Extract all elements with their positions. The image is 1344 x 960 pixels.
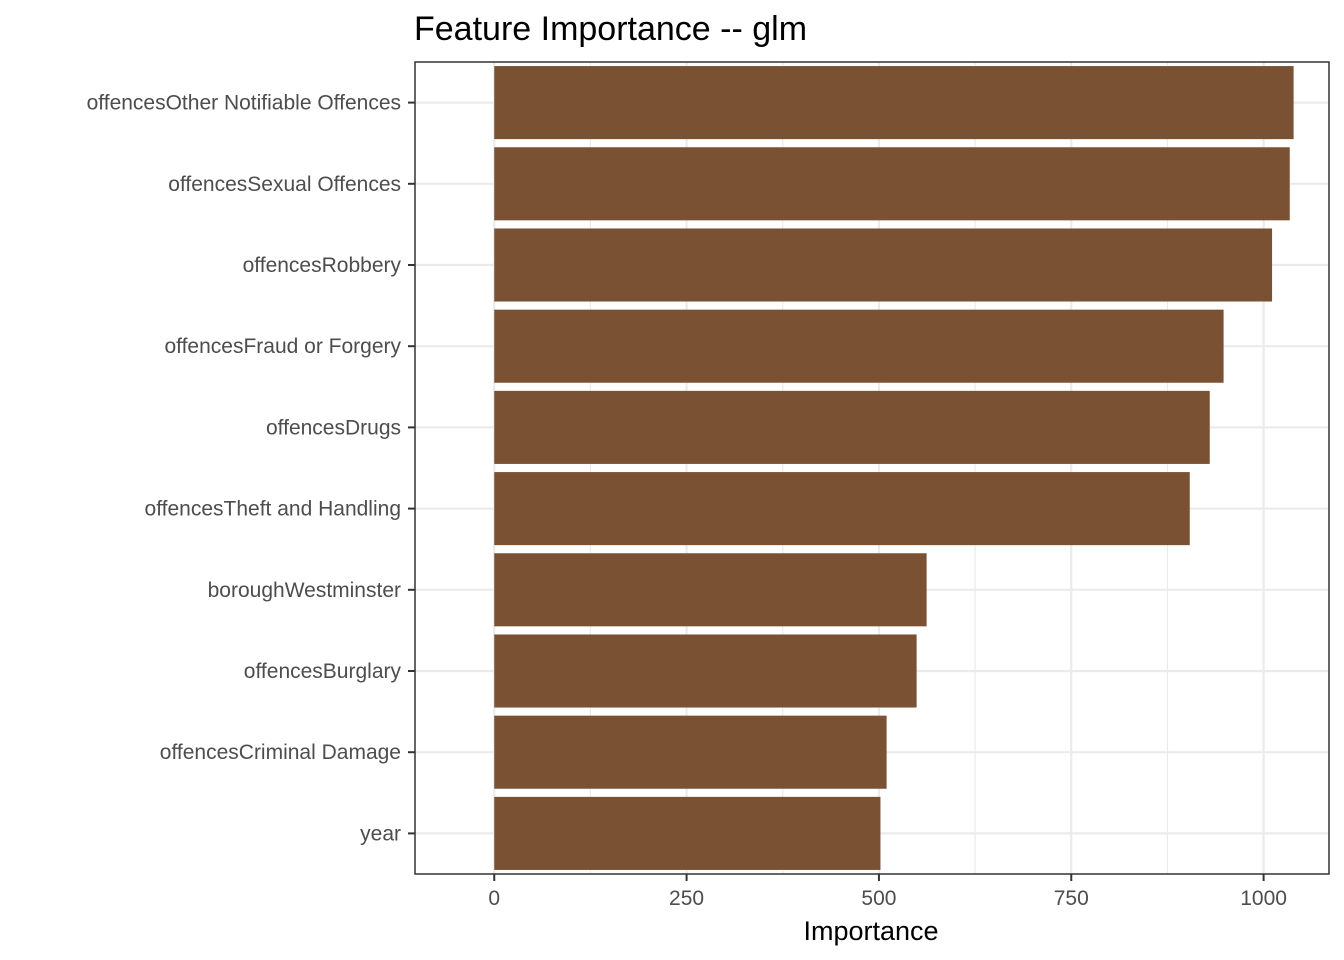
y-tick-label: year [360,822,401,845]
x-axis: 0 250 500 750 1000 [488,874,1287,910]
x-tick-label: 750 [1054,887,1089,910]
y-tick-label: offencesRobbery [243,254,402,277]
y-tick-label: offencesOther Notifiable Offences [87,92,401,115]
x-tick-label: 500 [861,887,896,910]
y-tick-label: offencesSexual Offences [168,173,401,196]
bar [494,228,1273,302]
bar [494,715,887,789]
x-tick-label: 250 [669,887,704,910]
y-axis: offencesOther Notifiable Offences offence… [87,92,415,845]
x-axis-title: Importance [803,916,938,946]
y-tick-label: offencesFraud or Forgery [164,335,401,358]
bar [494,634,917,708]
bar [494,796,881,870]
y-tick-label: offencesDrugs [266,416,401,439]
bar [494,147,1290,221]
y-tick-label: offencesCriminal Damage [160,741,401,764]
bar [494,66,1294,140]
bar [494,390,1210,464]
bar [494,472,1190,546]
y-tick-label: boroughWestminster [208,579,401,602]
x-tick-label: 0 [488,887,500,910]
bar [494,553,927,627]
y-tick-label: offencesTheft and Handling [145,498,401,521]
chart-title: Feature Importance -- glm [414,10,807,48]
x-tick-label: 1000 [1240,887,1287,910]
bar [494,309,1224,383]
y-tick-label: offencesBurglary [244,660,402,683]
bars [494,66,1294,870]
plot-panel-border [414,61,1330,875]
